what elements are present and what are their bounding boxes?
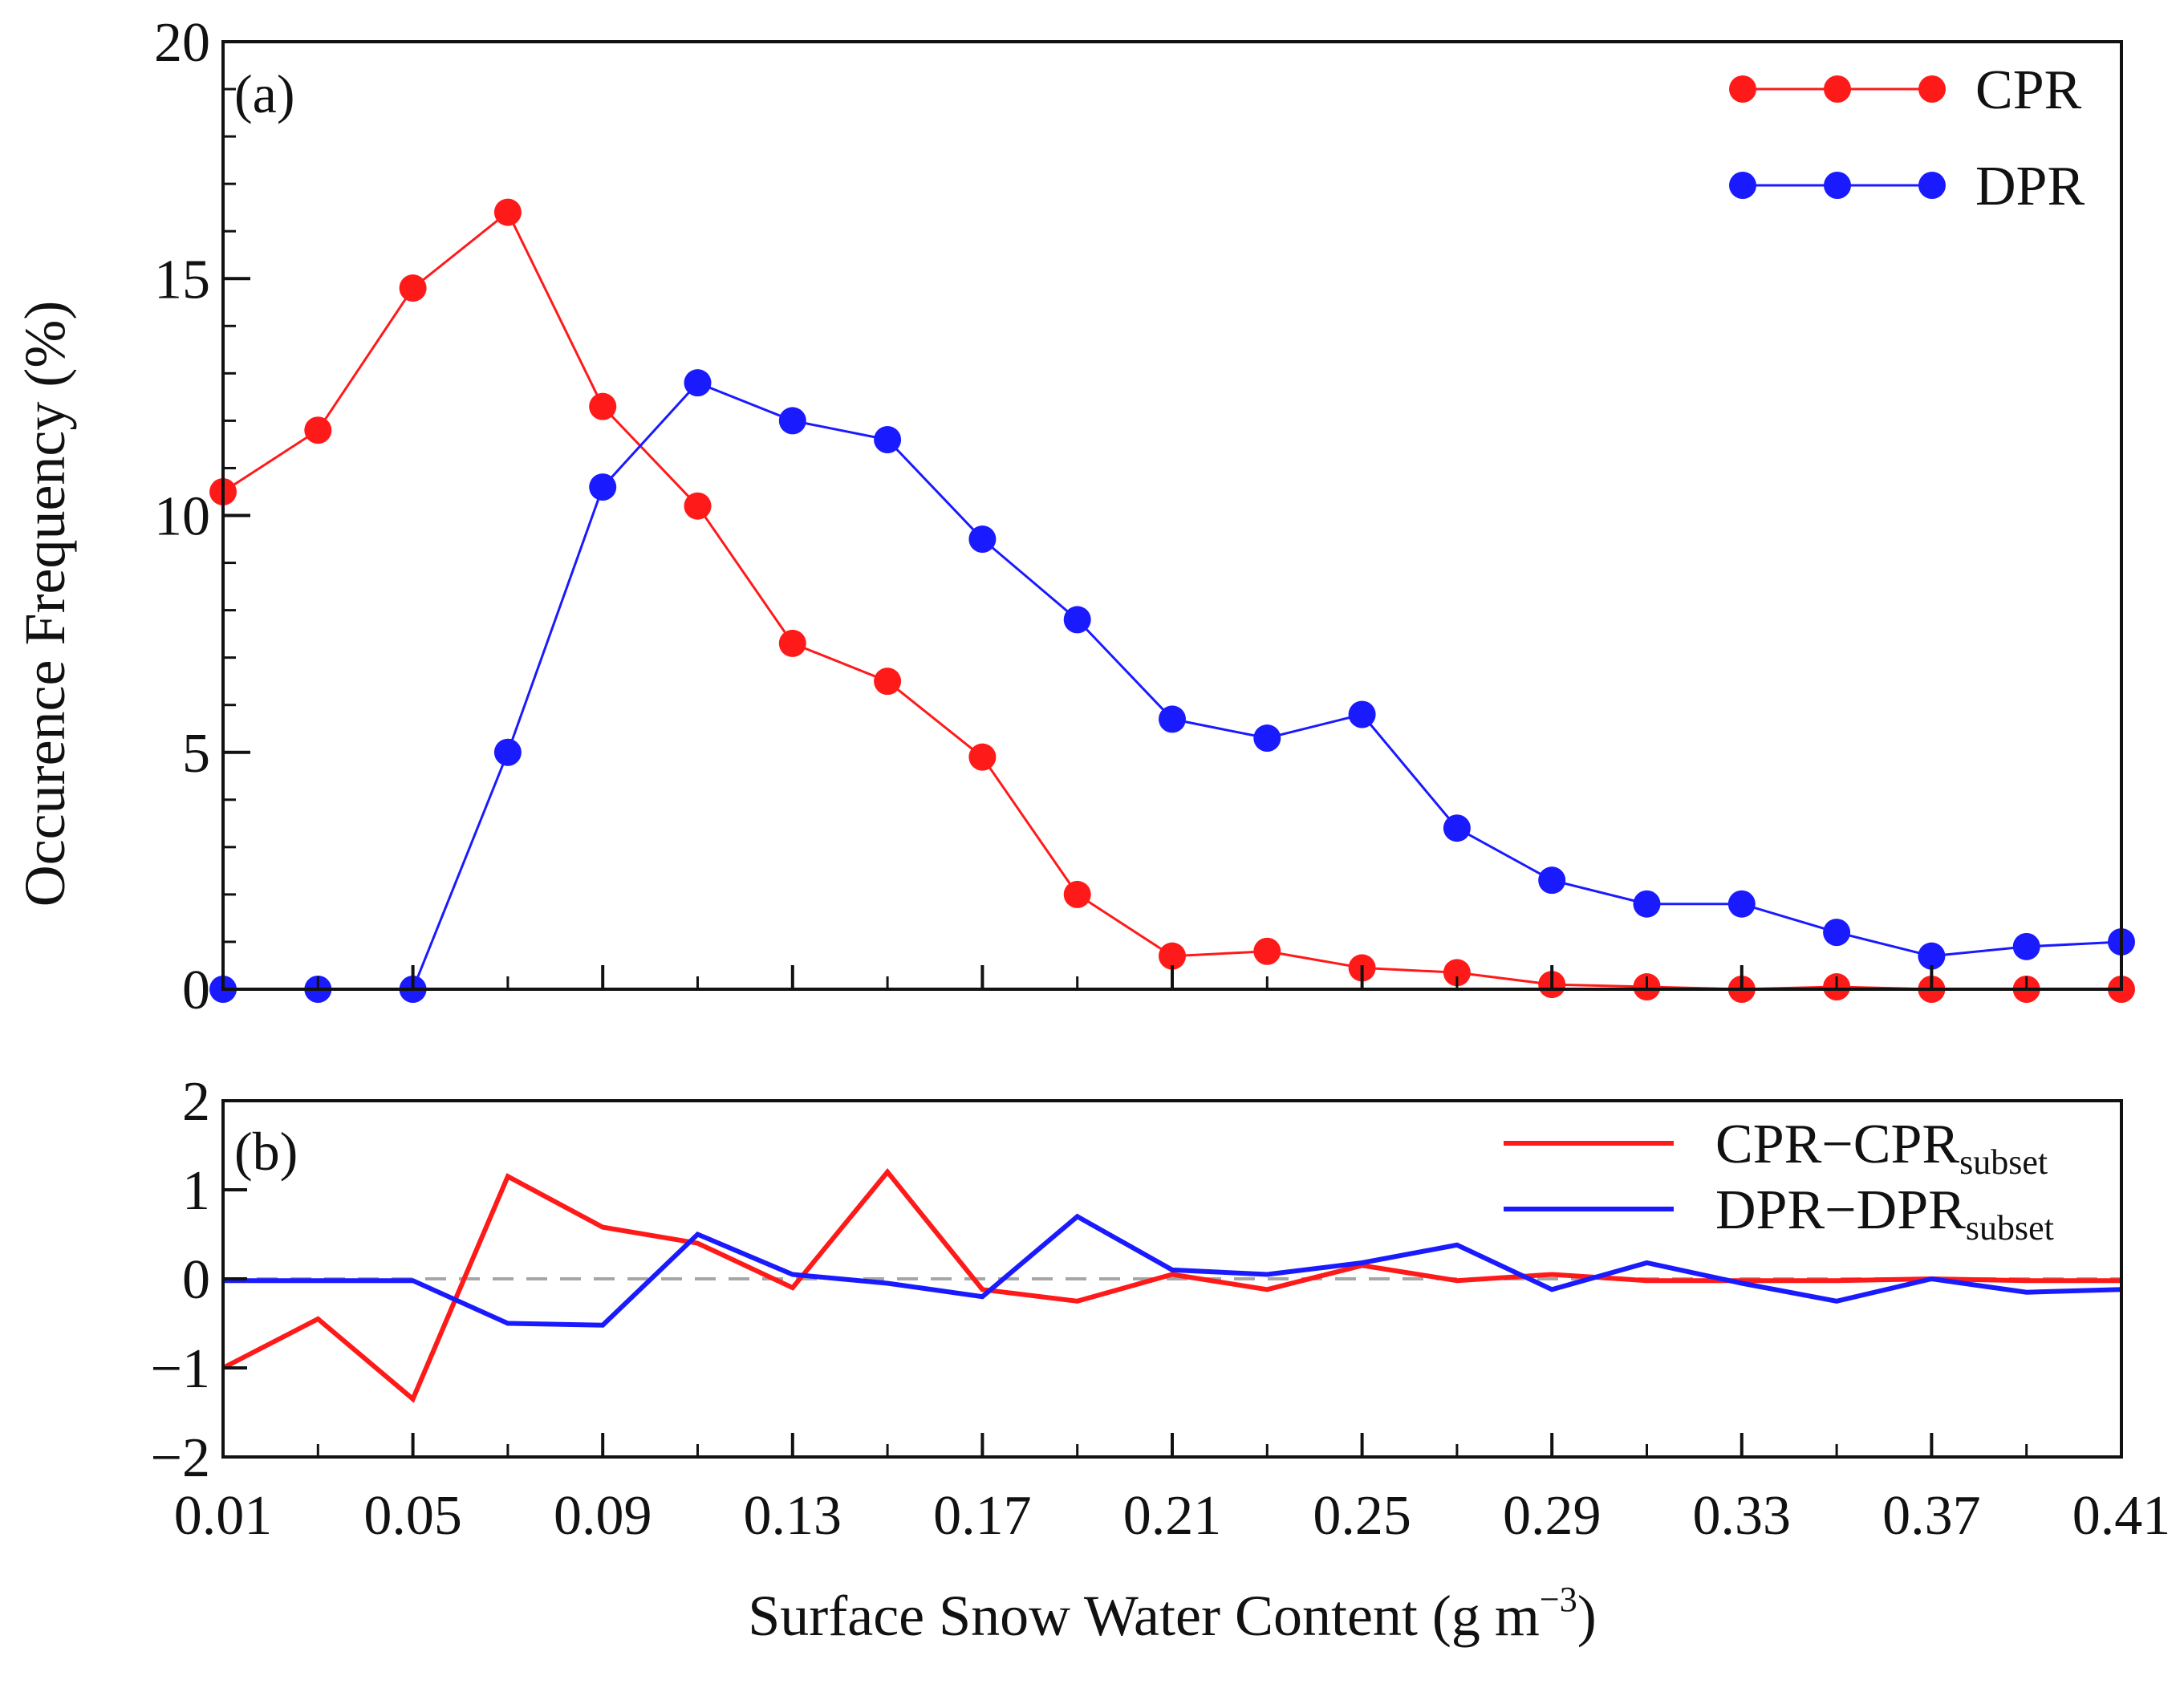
dpr-point: [1538, 866, 1566, 895]
x-tick-label: 0.33: [1693, 1485, 1792, 1547]
x-tick-label: 0.41: [2072, 1485, 2171, 1547]
panel-b: −2 −1 0 1 2 0.01 0.05 0.09 0.13 0.17 0.21 0.25 0.29 0…: [151, 1071, 2171, 1547]
dpr-point: [1823, 919, 1851, 947]
cpr-point: [1253, 937, 1281, 965]
y-tick-label: −2: [151, 1427, 210, 1489]
dpr-point: [968, 525, 997, 554]
y-tick-label: 1: [182, 1160, 210, 1222]
dpr-point: [684, 369, 712, 397]
cpr-point: [399, 274, 427, 302]
cpr-difference-line: [221, 1168, 2121, 1403]
dpr-point: [874, 426, 902, 454]
dpr-legend-text: DPR−DPR: [1715, 1179, 1966, 1241]
x-tick-label: 0.21: [1123, 1485, 1222, 1547]
cpr-point: [968, 743, 997, 771]
cpr-legend-marker: [1729, 75, 1756, 103]
x-tick-label: 0.25: [1313, 1485, 1411, 1547]
y-tick-label: 10: [154, 486, 210, 548]
dpr-series-line: [223, 381, 2122, 991]
x-tick-label: 0.17: [933, 1485, 1032, 1547]
dpr-point: [1727, 890, 1756, 918]
cpr-point: [1443, 959, 1471, 987]
dpr-point: [493, 738, 522, 766]
cpr-legend-label: CPR: [1975, 59, 2082, 121]
y-tick-label: −1: [151, 1338, 210, 1400]
dpr-point: [1348, 700, 1376, 728]
cpr-legend-marker: [1824, 75, 1851, 103]
x-tick-label: 0.09: [554, 1485, 652, 1547]
cpr-point: [493, 198, 522, 226]
dpr-point: [1253, 724, 1281, 753]
dpr-point: [778, 407, 806, 435]
dpr-legend-marker: [1729, 172, 1756, 199]
dpr-legend-marker: [1918, 172, 1946, 199]
dpr-point: [589, 473, 617, 501]
dpr-legend-marker: [1824, 172, 1851, 199]
y-tick-label: 2: [182, 1071, 210, 1133]
x-axis-title-superscript: −3: [1540, 1580, 1577, 1619]
x-axis-title-main: Surface Snow Water Content (g m: [748, 1584, 1540, 1648]
dpr-point: [2012, 932, 2040, 960]
dpr-legend-subscript: subset: [1966, 1208, 2054, 1248]
panel-a-ticks: 0 5 10 15 20: [154, 12, 2123, 1021]
dpr-legend-label: DPR−DPRsubset: [1715, 1179, 2054, 1248]
x-axis-title-end: ): [1577, 1584, 1597, 1648]
cpr-point: [778, 629, 806, 657]
x-tick-label: 0.05: [363, 1485, 462, 1547]
dpr-point: [1633, 890, 1661, 918]
panel-b-ticks: −2 −1 0 1 2 0.01 0.05 0.09 0.13 0.17 0.21 0.25 0.29 0…: [151, 1071, 2171, 1547]
panel-a: 0 5 10 15 20 (a) Occurence Frequency (%) CPR…: [13, 12, 2135, 1021]
dpr-legend-label: DPR: [1975, 156, 2085, 217]
y-tick-label: 5: [182, 723, 210, 785]
cpr-point: [874, 668, 902, 696]
x-tick-label: 0.13: [744, 1485, 842, 1547]
x-tick-label: 0.01: [174, 1485, 273, 1547]
dpr-point: [1918, 942, 1946, 970]
cpr-legend-subscript: subset: [1959, 1142, 2048, 1182]
cpr-point: [589, 392, 617, 420]
panel-a-label: (a): [234, 63, 294, 124]
y-tick-label: 15: [154, 249, 210, 310]
cpr-series-line: [222, 210, 2121, 991]
dpr-difference-line: [223, 1213, 2122, 1328]
cpr-legend-marker: [1918, 75, 1946, 103]
dpr-point: [1063, 606, 1091, 634]
cpr-point: [1063, 880, 1091, 908]
cpr-point: [1159, 942, 1186, 970]
cpr-legend-label: CPR−CPRsubset: [1715, 1114, 2048, 1182]
cpr-point: [304, 416, 332, 444]
panel-b-label: (b): [234, 1121, 298, 1182]
panel-a-y-axis-title: Occurence Frequency (%): [13, 301, 77, 907]
cpr-point: [684, 492, 712, 520]
x-tick-label: 0.37: [1882, 1485, 1981, 1547]
x-tick-label: 0.29: [1503, 1485, 1601, 1547]
y-tick-label: 0: [182, 960, 210, 1021]
panel-a-legend: CPR DPR: [1729, 59, 2085, 217]
panel-b-series: [221, 1168, 2122, 1403]
cpr-legend-text: CPR−CPR: [1715, 1114, 1959, 1175]
x-axis-title: Surface Snow Water Content (g m−3): [748, 1580, 1596, 1648]
panel-a-series: [209, 198, 2135, 1003]
dpr-point: [1443, 814, 1471, 842]
y-tick-label: 0: [182, 1249, 210, 1311]
y-tick-label: 20: [154, 12, 210, 74]
dpr-point: [1159, 705, 1186, 733]
